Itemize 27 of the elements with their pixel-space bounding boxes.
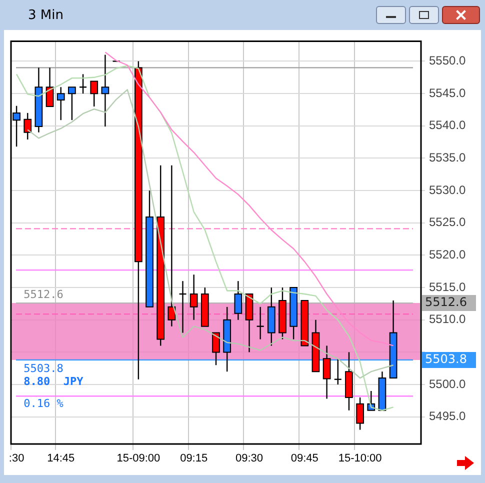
candlestick: [334, 358, 342, 386]
annotation: 5512.6: [24, 288, 64, 301]
y-tick-label: 5520.0: [429, 248, 466, 262]
x-tick-label: 15-09:00: [116, 452, 160, 465]
y-tick-label: 5535.0: [429, 150, 466, 165]
x-tick-label: :30: [8, 452, 24, 465]
annotation: 8.80 JPY: [24, 374, 84, 388]
y-tick-label: 5495.0: [429, 409, 466, 424]
ref-line-label: 5512.6: [425, 295, 467, 310]
y-tick-label: 5510.0: [429, 312, 466, 326]
candlestick: [256, 306, 264, 340]
x-tick-label: 09:15: [180, 452, 208, 465]
y-tick-label: 5540.0: [429, 118, 466, 132]
y-tick-label: 5515.0: [429, 280, 466, 294]
annotation: 0.16 %: [24, 396, 64, 410]
y-tick-label: 5500.0: [429, 376, 466, 391]
y-tick-label: 5530.0: [429, 182, 466, 197]
x-tick-label: 15-10:00: [338, 452, 382, 465]
x-tick-label: 14:45: [47, 452, 75, 465]
y-tick-label: 5525.0: [429, 215, 466, 230]
y-tick-label: 5545.0: [429, 86, 466, 100]
chart-title: 3 Min: [28, 8, 64, 23]
y-tick-label: 5550.0: [429, 54, 466, 68]
ref-line-label: 5503.8: [425, 352, 467, 366]
x-tick-label: 09:30: [235, 452, 264, 465]
x-tick-label: 09:45: [290, 452, 318, 465]
annotation: 5503.8: [24, 362, 64, 375]
